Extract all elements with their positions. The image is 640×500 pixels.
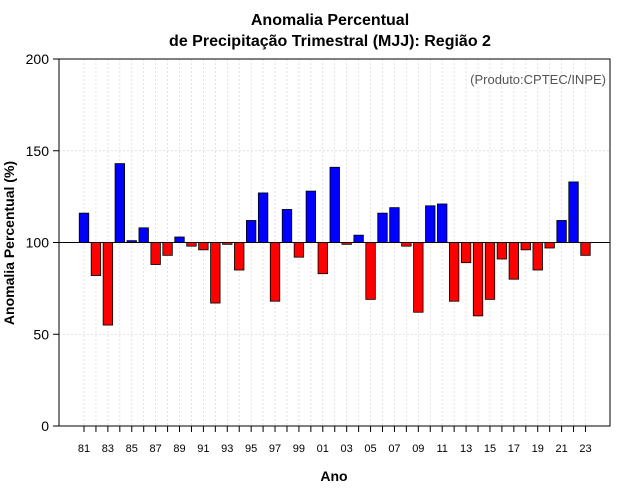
x-tick-label: 89: [173, 443, 185, 455]
bar-12: [448, 242, 460, 302]
chart-title: Anomalia Percentual: [251, 12, 409, 29]
x-tick-label: 93: [221, 443, 233, 455]
bars: [78, 163, 591, 326]
x-tick-label: 01: [317, 443, 329, 455]
x-tick-label: 95: [245, 443, 257, 455]
bar-20: [544, 242, 555, 249]
x-tick-label: 21: [555, 443, 567, 455]
x-axis: 81 83 85 87 89 91 93 95 97 99 01 03 05 07 09 11 13 15 17 19…: [78, 426, 592, 455]
x-tick-label: 81: [78, 443, 90, 455]
x-tick-label: 13: [460, 443, 472, 455]
x-tick-label: 15: [484, 443, 496, 455]
bar-15: [484, 242, 496, 300]
bar-17: [508, 242, 519, 280]
bar-82: [90, 242, 102, 276]
bar-90: [186, 242, 197, 247]
x-tick-label: 91: [197, 443, 209, 455]
bar-89: [174, 236, 185, 243]
x-tick-label: 17: [508, 443, 520, 455]
source-note: (Produto:CPTEC/INPE): [470, 72, 606, 87]
bar-04: [353, 234, 364, 243]
x-tick-label: 85: [126, 443, 138, 455]
x-tick-label: 11: [436, 443, 447, 455]
bar-05: [365, 242, 376, 300]
x-tick-label: 09: [412, 443, 424, 455]
x-tick-label: 97: [269, 443, 281, 455]
x-tick-label: 19: [532, 443, 544, 455]
y-tick-label: 50: [33, 326, 49, 342]
bar-09: [413, 242, 424, 313]
bar-91: [198, 242, 209, 251]
bar-84: [114, 163, 125, 243]
y-axis: 0 50 100 150 200: [26, 51, 59, 434]
x-tick-label: 03: [341, 443, 353, 455]
chart-subtitle: de Precipitação Trimestral (MJJ): Região…: [169, 33, 491, 50]
bar-22: [568, 181, 579, 243]
bar-18: [520, 242, 531, 251]
bar-92: [210, 242, 221, 304]
bar-99: [293, 242, 305, 258]
bar-94: [234, 242, 245, 271]
bar-07: [389, 207, 400, 243]
bar-19: [532, 242, 543, 271]
bar-00: [305, 190, 317, 243]
bar-88: [162, 242, 173, 256]
bar-83: [102, 242, 114, 326]
grid: [59, 58, 610, 427]
bar-10: [425, 205, 436, 243]
bar-02: [329, 166, 340, 243]
x-tick-label: 05: [364, 443, 376, 455]
x-axis-title: Ano: [320, 468, 347, 484]
bar-98: [281, 209, 293, 243]
y-axis-title: Anomalia Percentual (%): [1, 161, 17, 325]
bar-86: [138, 227, 149, 243]
y-tick-label: 100: [26, 235, 50, 251]
bar-87: [150, 242, 161, 265]
x-tick-label: 23: [579, 443, 591, 455]
bar-06: [377, 212, 388, 243]
x-tick-label: 87: [150, 443, 162, 455]
bar-08: [401, 242, 412, 247]
bar-21: [556, 220, 567, 243]
bar-81: [78, 212, 90, 243]
bar-23: [580, 242, 591, 256]
x-tick-label: 07: [388, 443, 400, 455]
bar-95: [246, 220, 257, 243]
bar-13: [460, 242, 472, 264]
y-tick-label: 150: [26, 143, 50, 159]
bar-96: [257, 192, 269, 243]
y-tick-label: 0: [41, 418, 49, 434]
bar-97: [269, 242, 281, 302]
bar-16: [496, 242, 508, 260]
y-tick-label: 200: [26, 51, 50, 67]
bar-01: [317, 242, 328, 275]
bar-14: [472, 242, 484, 317]
bar-11: [437, 203, 448, 243]
x-tick-label: 99: [293, 443, 305, 455]
x-tick-label: 83: [102, 443, 114, 455]
